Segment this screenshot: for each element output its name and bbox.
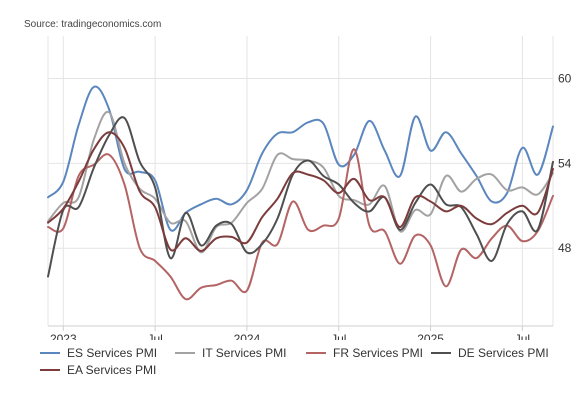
legend-label: DE Services PMI [458, 346, 549, 360]
legend-item-fr-services-pmi[interactable]: FR Services PMI [306, 346, 423, 360]
tick-labels: 48 54 60 2023 Jul 2024 Jul 2025 Jul [50, 71, 572, 340]
de-services-pmi-line [47, 116, 554, 278]
legend-label: FR Services PMI [333, 346, 424, 360]
x-tick-label: Jul [331, 332, 346, 340]
x-tick-label: 2025 [417, 332, 444, 340]
y-tick-label: 48 [558, 241, 572, 255]
legend-item-de-services-pmi[interactable]: DE Services PMI [431, 346, 549, 360]
legend-item-es-services-pmi[interactable]: ES Services PMI [40, 346, 157, 360]
x-tick-label: Jul [515, 332, 530, 340]
x-tick-label: 2024 [234, 332, 261, 340]
fr-services-pmi-line [47, 148, 554, 301]
ea-services-pmi-line [47, 131, 554, 252]
line-chart: 48 54 60 2023 Jul 2024 Jul 2025 Jul [47, 36, 572, 340]
series-layer [47, 85, 554, 301]
legend-swatch [306, 352, 326, 354]
legend-label: IT Services PMI [202, 346, 287, 360]
legend-swatch [40, 369, 60, 371]
legend-item-it-services-pmi[interactable]: IT Services PMI [175, 346, 286, 360]
legend-swatch [40, 352, 60, 354]
y-tick-label: 60 [558, 71, 572, 85]
legend-swatch [431, 352, 451, 354]
source-label: Source: tradingeconomics.com [24, 19, 162, 30]
it-services-pmi-line [47, 110, 554, 254]
legend-swatch [175, 352, 195, 354]
y-tick-label: 54 [558, 156, 572, 170]
x-tick-label: Jul [147, 332, 162, 340]
legend-label: EA Services PMI [67, 363, 157, 377]
legend-label: ES Services PMI [67, 346, 158, 360]
legend-item-ea-services-pmi[interactable]: EA Services PMI [40, 363, 156, 377]
x-tick-label: 2023 [50, 332, 77, 340]
